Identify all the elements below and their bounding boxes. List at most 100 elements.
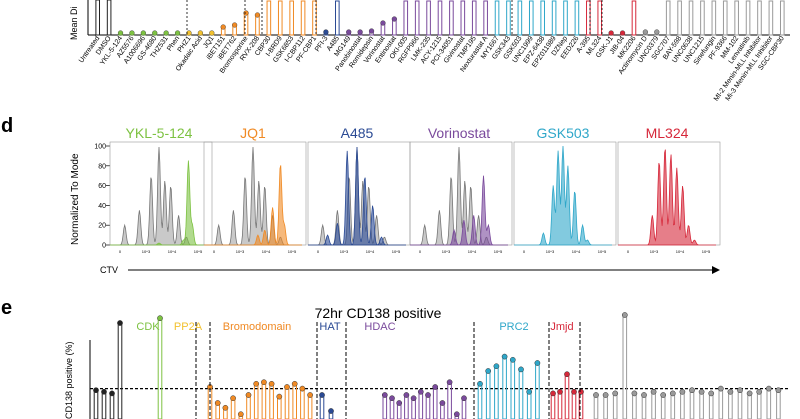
panel-e-other-bar bbox=[747, 392, 752, 419]
panel-c-point bbox=[209, 30, 215, 36]
panel-e-hdac-point bbox=[410, 395, 417, 402]
panel-e-other-point bbox=[669, 390, 676, 397]
panel-c-point bbox=[117, 30, 124, 36]
panel-e-bromodomain-bar bbox=[307, 394, 313, 419]
panel-d-histogram bbox=[410, 146, 508, 246]
panel-c-bar bbox=[335, 0, 340, 36]
panel-e-hdac-bar bbox=[425, 394, 431, 419]
panel-d-x-tick-label: 10^3 bbox=[650, 249, 659, 254]
panel-e-bromodomain-point bbox=[261, 379, 267, 386]
panel-e: 72hr CD138 positive CD138 positive (%) C… bbox=[64, 305, 790, 419]
panel-e-hdac-bar bbox=[411, 397, 416, 419]
panel-d-subplot-title: JQ1 bbox=[240, 125, 266, 141]
panel-e-bromodomain-point bbox=[299, 385, 306, 392]
panel-d-x-tick-label: 0 bbox=[119, 249, 122, 254]
panel-c-category-labels: UntreatedDMSOYKL-5-124AZ5576A1006696GS-4… bbox=[78, 35, 786, 103]
panel-e-prc2-point bbox=[509, 356, 516, 363]
panel-c-bar bbox=[700, 0, 705, 36]
panel-e-bromodomain-bar bbox=[284, 386, 290, 419]
panel-e-group-label: Bromodomain bbox=[223, 321, 291, 333]
panel-e-other-point bbox=[689, 387, 695, 394]
panel-d-histogram bbox=[618, 149, 716, 246]
panel-e-cdk-point bbox=[157, 315, 163, 322]
panel-e-bromodomain-point bbox=[276, 393, 283, 400]
panel-e-other-bar bbox=[737, 389, 743, 419]
panel-e-control-point bbox=[109, 390, 115, 397]
panel-e-jmjd-point bbox=[564, 371, 570, 378]
panel-e-other-bar bbox=[603, 394, 608, 419]
panel-d-x-tick-label: 10^3 bbox=[142, 249, 151, 254]
panel-e-jmjd-point bbox=[550, 390, 556, 397]
panel-e-hdac-bar bbox=[389, 397, 395, 419]
panel-e-other-bar bbox=[622, 314, 628, 419]
panel-e-other-point bbox=[621, 312, 628, 318]
panel-d-x-tick-label: 10^4 bbox=[676, 249, 685, 254]
panel-e-other-point bbox=[612, 390, 619, 397]
panel-c-bar bbox=[574, 0, 580, 36]
panel-e-hdac-bar bbox=[432, 386, 438, 419]
panel-e-letter: e bbox=[1, 297, 12, 319]
panel-e-prc2-point bbox=[493, 363, 500, 370]
panel-e-control-bar bbox=[109, 392, 115, 419]
panel-d-x-tick-label: 10^3 bbox=[236, 249, 245, 254]
panel-e-hdac-point bbox=[432, 384, 439, 390]
panel-d-x-tick-label: 0 bbox=[419, 249, 422, 254]
panel-d-histogram bbox=[308, 146, 406, 246]
panel-e-prc2-point bbox=[518, 366, 524, 373]
panel-c-bar bbox=[757, 0, 762, 36]
panel-c-point bbox=[129, 30, 135, 36]
panel-d-y-tick-label: 100 bbox=[94, 144, 106, 151]
panel-e-control-point bbox=[93, 387, 99, 394]
panel-c-point bbox=[174, 30, 181, 36]
panel-e-bromodomain-bar bbox=[277, 396, 282, 419]
panel-d-x-tick-label: 10^5 bbox=[288, 249, 297, 254]
panel-e-prc2-bar bbox=[502, 356, 507, 419]
panel-c-bar bbox=[551, 0, 557, 36]
panel-c-bar bbox=[677, 0, 682, 36]
panel-e-jmjd-bar bbox=[550, 392, 556, 419]
panel-e-other-point bbox=[775, 387, 782, 394]
panel-c-bar bbox=[300, 0, 306, 36]
panel-c-point bbox=[642, 29, 648, 35]
panel-c-point bbox=[391, 16, 397, 22]
panel-d-subplot-title: Vorinostat bbox=[428, 125, 490, 141]
panel-c-bar bbox=[437, 0, 443, 36]
panel-e-hdac-bar bbox=[418, 391, 424, 419]
panel-d-x-tick-label: 10^4 bbox=[262, 249, 271, 254]
panel-c-bar bbox=[734, 0, 739, 36]
panel-e-hdac-point bbox=[453, 411, 460, 418]
panel-d-y-tick-label: 40 bbox=[98, 203, 106, 210]
panel-c-point bbox=[163, 30, 169, 36]
panel-e-other-point bbox=[660, 392, 667, 398]
panel-c-point bbox=[619, 30, 626, 36]
panel-e-hat-bar bbox=[319, 394, 325, 419]
panel-c-point bbox=[220, 24, 226, 30]
panel-c-point bbox=[254, 12, 261, 18]
panel-e-prc2-point bbox=[477, 380, 483, 387]
panel-e-control-point bbox=[117, 320, 123, 326]
panel-c-bar bbox=[506, 0, 511, 36]
panel-d-ylabel: Normalized To Mode bbox=[70, 153, 81, 245]
panel-e-title: 72hr CD138 positive bbox=[315, 305, 442, 321]
panel-e-other-point bbox=[727, 388, 734, 395]
panel-d-subplot-title: ML324 bbox=[646, 125, 689, 141]
panel-d-x-tick-label: 0 bbox=[317, 249, 320, 254]
panel-d-x-tick-label: 10^4 bbox=[366, 249, 375, 254]
panel-e-other-bar bbox=[689, 389, 695, 419]
panel-e-bromodomain-point bbox=[284, 384, 290, 390]
panel-e-bromodomain-point bbox=[222, 404, 229, 411]
panel-c-bar bbox=[688, 0, 694, 36]
panel-c-point bbox=[368, 28, 375, 34]
panel-e-bromodomain-point bbox=[253, 380, 260, 387]
panel-d-x-tick-label: 10^5 bbox=[494, 249, 503, 254]
panel-e-other-point bbox=[746, 390, 753, 397]
panel-e-other-point bbox=[641, 392, 647, 398]
panel-e-hat-point bbox=[319, 392, 325, 398]
panel-e-hdac-point bbox=[439, 400, 446, 406]
panel-e-control-bar bbox=[93, 389, 99, 419]
panel-d-histogram bbox=[410, 175, 508, 246]
panel-e-other-point bbox=[717, 385, 724, 392]
panel-e-other-point bbox=[650, 388, 657, 395]
panel-e-bromodomain-bar bbox=[261, 381, 267, 419]
panel-e-other-bar bbox=[756, 391, 762, 419]
